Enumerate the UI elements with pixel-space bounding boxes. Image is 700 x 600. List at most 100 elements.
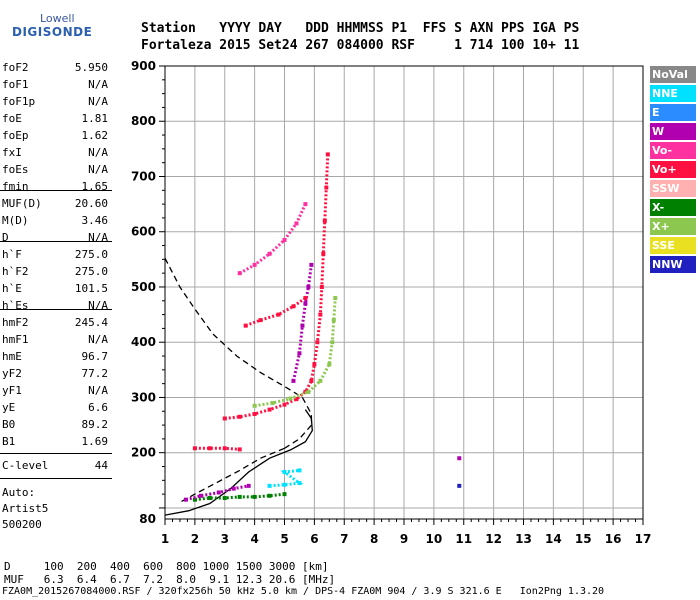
param-name: foEs	[2, 163, 29, 176]
header-line1: Station YYYY DAY DDD HHMMSS P1 FFS S AXN…	[141, 21, 580, 36]
x-tick-label: 3	[221, 532, 229, 546]
echo-trace	[194, 492, 285, 502]
x-tick-label: 5	[280, 532, 288, 546]
echo-point	[303, 296, 308, 301]
param-row: hmF1 N/A	[2, 333, 108, 349]
param-row: C-level 44	[2, 459, 108, 475]
echo-point	[222, 416, 227, 421]
header-line2: Fortaleza 2015 Set24 267 084000 RSF 1 71…	[141, 38, 580, 53]
param-row: h`F 275.0	[2, 248, 108, 264]
param-name: foF1p	[2, 95, 36, 108]
param-row: foEp 1.62	[2, 129, 108, 145]
y-tick-label: 700	[131, 169, 156, 183]
footer-file-info: FZA0M_2015267084000.RSF / 320fx256h 50 k…	[2, 586, 605, 597]
param-name: fmin	[2, 180, 29, 193]
auto-artist: Artist5	[2, 502, 49, 515]
param-row: foEs N/A	[2, 163, 108, 179]
y-tick-label: 200	[131, 446, 156, 460]
y-tick-label: 300	[131, 390, 156, 404]
echo-point	[325, 152, 330, 157]
legend-item: E	[650, 104, 696, 121]
param-row: foF2 5.950	[2, 61, 108, 77]
param-name: hmF2	[2, 316, 29, 329]
y-tick-label: 500	[131, 280, 156, 294]
echo-point	[276, 312, 281, 317]
param-row: hmE 96.7	[2, 350, 108, 366]
x-tick-label: 2	[191, 532, 199, 546]
echo-point	[267, 251, 272, 256]
param-name: fxI	[2, 146, 22, 159]
param-row: yF1 N/A	[2, 384, 108, 400]
param-row: foE 1.81	[2, 112, 108, 128]
param-row: fmin 1.65	[2, 180, 108, 196]
x-tick-label: 4	[250, 532, 258, 546]
echo-point	[237, 414, 242, 419]
param-row: B1 1.69	[2, 435, 108, 451]
param-row: h`Es N/A	[2, 299, 108, 315]
logo-line2: DIGISONDE	[12, 25, 93, 39]
param-row: M(D) 3.46	[2, 214, 108, 230]
echo-point	[243, 323, 248, 328]
echo-trace	[245, 296, 307, 328]
profile-dashed-upper	[165, 257, 313, 449]
param-value: 1.65	[81, 180, 109, 193]
echo-trace	[185, 484, 249, 502]
x-tick-label: 7	[340, 532, 348, 546]
param-value: 6.6	[88, 401, 108, 414]
param-divider	[0, 453, 112, 454]
auto-label: Auto:	[2, 486, 36, 499]
param-name: B0	[2, 418, 16, 431]
echo-point	[309, 378, 314, 383]
param-name: h`E	[2, 282, 22, 295]
echo-point	[252, 412, 257, 417]
echo-point	[327, 362, 332, 367]
param-name: B1	[2, 435, 16, 448]
y-tick-label: 900	[131, 59, 156, 73]
param-row: hmF2 245.4	[2, 316, 108, 332]
echo-point	[192, 497, 197, 502]
x-tick-label: 17	[635, 532, 652, 546]
param-row: h`F2 275.0	[2, 265, 108, 281]
param-name: foE	[2, 112, 22, 125]
param-row: h`E 101.5	[2, 282, 108, 298]
param-value: N/A	[88, 333, 108, 346]
param-name: MUF(D)	[2, 197, 42, 210]
param-value: N/A	[88, 95, 108, 108]
param-name: h`F	[2, 248, 22, 261]
echo-point	[322, 218, 327, 223]
param-name: foF2	[2, 61, 29, 74]
legend-item: SSW	[650, 180, 696, 197]
echo-point	[457, 483, 462, 488]
param-value: 1.62	[81, 129, 109, 142]
echo-trace	[238, 203, 307, 275]
echo-trace	[269, 468, 304, 488]
echo-point	[294, 397, 299, 402]
param-value: 44	[94, 459, 108, 472]
x-tick-label: 15	[575, 532, 592, 546]
param-value: N/A	[88, 78, 108, 91]
echo-point	[309, 262, 314, 267]
x-tick-label: 12	[485, 532, 502, 546]
echo-point	[267, 483, 272, 488]
param-row: D N/A	[2, 231, 108, 247]
param-value: 20.60	[74, 197, 108, 210]
param-value: 1.81	[81, 112, 109, 125]
param-name: yF2	[2, 367, 22, 380]
param-row: MUF(D) 20.60	[2, 197, 108, 213]
echo-point	[306, 389, 311, 394]
echo-trace	[254, 297, 337, 408]
param-name: h`Es	[2, 299, 29, 312]
echo-point	[321, 251, 326, 256]
param-row: B0 89.2	[2, 418, 108, 434]
echo-point	[303, 301, 308, 306]
param-value: 77.2	[81, 367, 109, 380]
x-tick-label: 13	[515, 532, 532, 546]
param-value: N/A	[88, 299, 108, 312]
param-value: 245.4	[74, 316, 108, 329]
param-name: D	[2, 231, 9, 244]
echo-point	[297, 468, 302, 473]
echo-point	[282, 482, 287, 487]
echo-point	[207, 496, 212, 501]
x-tick-label: 10	[426, 532, 443, 546]
